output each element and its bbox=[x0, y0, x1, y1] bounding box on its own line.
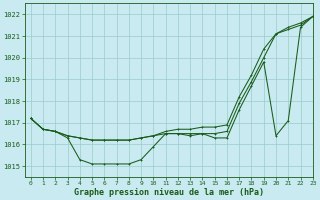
X-axis label: Graphe pression niveau de la mer (hPa): Graphe pression niveau de la mer (hPa) bbox=[74, 188, 264, 197]
